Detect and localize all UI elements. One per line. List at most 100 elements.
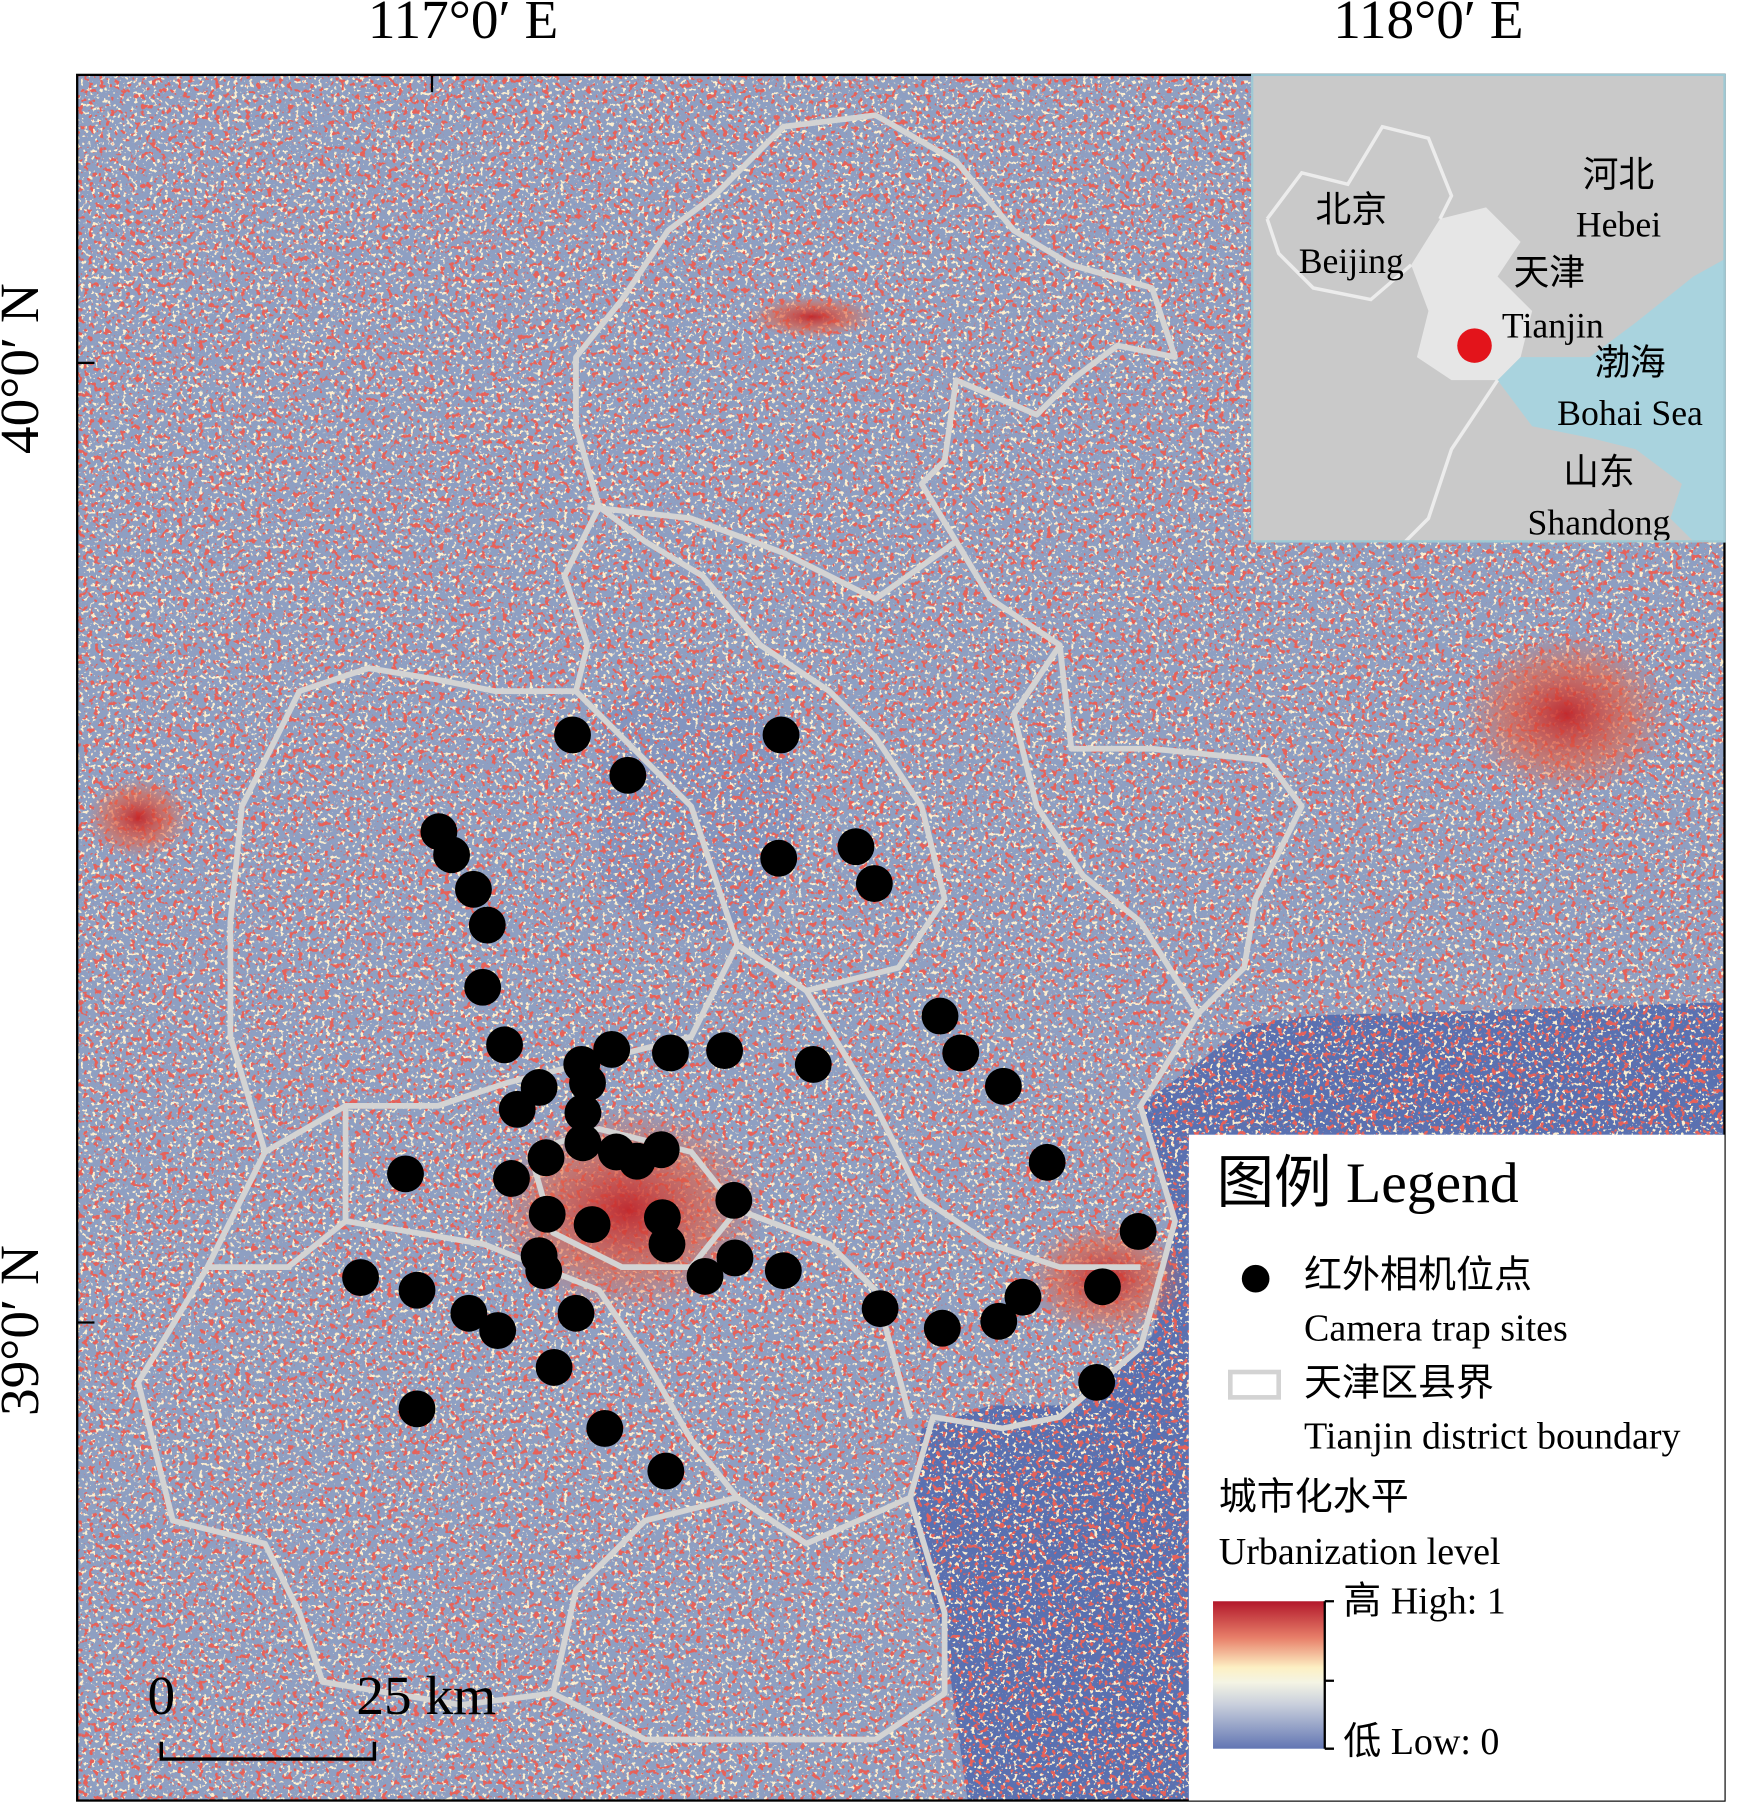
camera-site [387,1155,424,1193]
tianjin-outline [135,112,1305,1743]
camera-site [535,1348,573,1386]
camera-site [652,1034,689,1072]
camera-site [479,1312,517,1349]
camera-site [1004,1278,1042,1316]
camera-site [764,1252,802,1290]
inset-label: Bohai Sea [1557,393,1703,433]
camera-site [609,756,647,794]
district-boundaries [135,112,1305,1743]
camera-site [642,1131,680,1169]
scale-bar: 0 25 km [147,1665,496,1761]
inset-label: Beijing [1299,241,1404,281]
camera-site [455,870,492,908]
inset-sea [1497,259,1725,542]
camera-site [433,836,471,874]
inset-label: Tianjin [1502,306,1604,346]
camera-site [715,1181,753,1219]
district-line [587,504,958,602]
camera-site [498,1090,536,1128]
camera-site [855,865,893,903]
camera-site [648,1225,686,1263]
camera-site [861,1290,899,1328]
map-frame [76,73,1726,1802]
camera-site [569,1064,606,1102]
camera-site [525,1252,563,1290]
camera-site [593,1031,631,1068]
camera-site [921,997,959,1035]
inset-tianjin [1411,207,1533,381]
legend-site-symbol [1241,1264,1270,1293]
inset-label: 北京 [1316,189,1387,229]
camera-site [1078,1363,1116,1401]
camera-site [342,1259,379,1296]
ramp-ticks [1323,1600,1334,1750]
inset-label: 山东 [1563,452,1634,492]
camera-site [762,716,800,754]
legend-title: 图例 Legend [1216,1152,1518,1215]
camera-site [716,1239,754,1277]
camera-site [686,1257,724,1295]
x-coordinate-label: 117°0′ E [368,0,558,50]
district-line [527,1126,741,1271]
district-line [550,1494,738,1695]
inset-location-marker [1457,328,1492,363]
district-line [263,943,740,1155]
camera-site [794,1046,832,1083]
camera-site [647,1452,685,1490]
camera-site [468,906,506,944]
y-coordinate-label: 39°0′ N [0,1245,50,1416]
camera-site [586,1410,624,1447]
legend-item-en: Tianjin district boundary [1304,1416,1680,1458]
ramp-high-label: 高 High: 1 [1343,1580,1506,1622]
y-coordinate-label: 40°0′ N [0,283,50,454]
x-coordinate-label: 118°0′ E [1333,0,1523,50]
district-line [803,989,1141,1271]
legend-item-zh: 红外相机位点 [1304,1254,1532,1296]
color-ramp [1213,1601,1325,1749]
district-line [573,504,948,994]
district-line [736,1206,913,1418]
camera-site [980,1302,1018,1340]
camera-site [706,1032,744,1070]
inset-label: Hebei [1576,204,1661,244]
camera-site [1084,1268,1121,1306]
ramp-title-en: Urbanization level [1219,1531,1501,1573]
inset-label: 渤海 [1594,343,1665,383]
inset-label: Shandong [1528,503,1671,543]
camera-site [942,1034,980,1072]
scale-end-label: 25 km [356,1665,496,1726]
legend-item-zh: 天津区县界 [1304,1363,1494,1405]
camera-site [923,1309,961,1347]
camera-site [398,1271,436,1309]
ramp-title-zh: 城市化水平 [1219,1477,1409,1519]
camera-site [486,1026,523,1064]
camera-site [554,716,591,754]
scale-start-label: 0 [147,1665,175,1726]
camera-site [528,1195,566,1233]
camera-site [564,1124,602,1162]
camera-site [564,1094,602,1132]
district-line [345,1218,912,1547]
legend-item-en: Camera trap sites [1304,1307,1568,1349]
district-line [1010,643,1201,1016]
camera-site [1028,1143,1066,1181]
urban-core [1463,633,1671,795]
legend: 图例 Legend 红外相机位点 Camera trap sites 天津区县界… [1188,1134,1725,1801]
camera-site [464,968,502,1006]
camera-site [493,1160,530,1197]
scale-bar-line [159,1741,377,1761]
inset-borders [1265,124,1500,543]
camera-site [984,1067,1022,1105]
camera-site [760,839,798,877]
legend-boundary-symbol [1228,1369,1281,1400]
camera-site [450,1294,488,1332]
camera-site [527,1139,565,1177]
inset-label: 河北 [1583,155,1654,195]
ramp-low-label: 低 Low: 0 [1343,1721,1499,1763]
district-line [207,1105,349,1271]
camera-site [398,1390,436,1428]
camera-site [573,1206,611,1243]
camera-site [1119,1213,1157,1250]
